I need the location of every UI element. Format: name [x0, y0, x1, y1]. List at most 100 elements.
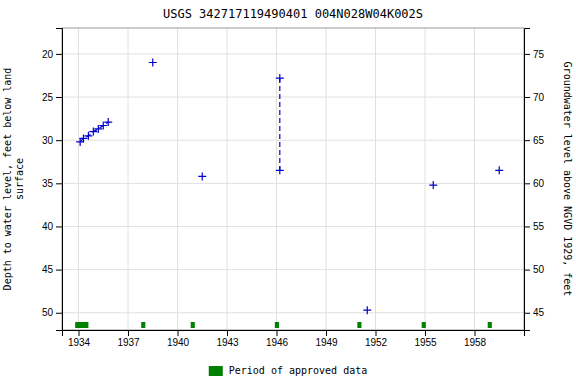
- tick-label: 75: [533, 49, 545, 60]
- grid-line-y: [62, 140, 524, 141]
- point-marker: [429, 181, 437, 189]
- tick: 1946: [266, 330, 289, 348]
- tick: 1949: [315, 330, 338, 348]
- point-marker: [276, 74, 284, 82]
- tick: 50: [524, 264, 545, 275]
- tick-label: 60: [533, 178, 545, 189]
- tick: 1955: [414, 330, 437, 348]
- y2-axis: 45 50 55 60 65 70 75: [524, 29, 545, 331]
- grid: [62, 28, 524, 330]
- tick-label: 1955: [414, 337, 437, 348]
- tick: 1940: [167, 330, 190, 348]
- tick: 45: [42, 264, 62, 275]
- tick: 60: [524, 178, 545, 189]
- grid-line-y: [62, 183, 524, 184]
- tick-label: 65: [533, 135, 545, 146]
- series-line: [80, 122, 108, 142]
- tick: 75: [524, 49, 545, 60]
- tick-label: 1940: [167, 337, 190, 348]
- approved-period-bar: [141, 322, 145, 328]
- grid-line-y: [62, 226, 524, 227]
- grid-line-x: [128, 28, 129, 330]
- tick: 55: [524, 221, 545, 232]
- tick: 1943: [216, 330, 239, 348]
- approved-period-bar: [191, 322, 195, 328]
- chart: 1934 1937 1940 1943 1946 1949 1952 1955 1958 20 25…: [0, 0, 576, 384]
- tick-label: 1937: [117, 337, 140, 348]
- tick-label: 70: [533, 92, 545, 103]
- point-marker: [149, 59, 157, 67]
- tick-label: 1958: [464, 337, 487, 348]
- axis-line: [56, 29, 63, 331]
- tick-mark: [376, 330, 377, 336]
- tick-mark: [56, 313, 62, 314]
- tick-label: 50: [533, 264, 545, 275]
- grid-line-x: [78, 28, 79, 330]
- tick-mark: [56, 226, 62, 227]
- series-line: [279, 78, 280, 170]
- tick-mark: [56, 140, 62, 141]
- tick-mark: [277, 330, 278, 336]
- tick: 70: [524, 92, 545, 103]
- grid-line-y: [62, 269, 524, 270]
- legend: Period of approved data: [209, 365, 367, 376]
- point-marker: [363, 306, 371, 314]
- tick: 65: [524, 135, 545, 146]
- approved-period-bar: [488, 322, 492, 328]
- tick-label: 30: [42, 135, 54, 146]
- x-axis: 1934 1937 1940 1943 1946 1949 1952 1955 1958: [63, 330, 525, 348]
- tick: 20: [42, 49, 62, 60]
- tick: 1934: [68, 330, 91, 348]
- tick-mark: [524, 54, 530, 55]
- grid-line-y: [62, 97, 524, 98]
- tick: 1958: [464, 330, 487, 348]
- y-axis-label-line: surface: [14, 158, 25, 200]
- y-axis: 20253035404550: [42, 29, 63, 331]
- point-marker: [495, 166, 503, 174]
- tick-label: 45: [42, 264, 54, 275]
- grid-line-x: [375, 28, 376, 330]
- approved-period-bar: [275, 322, 279, 328]
- tick-mark: [524, 183, 530, 184]
- tick: 1952: [365, 330, 388, 348]
- title: USGS 342717119490401 004N028W04K002S: [163, 7, 423, 21]
- tick-mark: [56, 97, 62, 98]
- tick-mark: [524, 140, 530, 141]
- tick: 30: [42, 135, 62, 146]
- approved-period-bar: [357, 322, 361, 328]
- tick-mark: [79, 330, 80, 336]
- tick-mark: [326, 330, 327, 336]
- tick: 35: [42, 178, 62, 189]
- grid-line-x: [474, 28, 475, 330]
- grid-line-x: [326, 28, 327, 330]
- tick: 40: [42, 221, 62, 232]
- tick-mark: [56, 183, 62, 184]
- tick-label: 1952: [365, 337, 388, 348]
- tick-mark: [524, 313, 530, 314]
- approved-period-bar: [75, 322, 88, 328]
- series: [75, 322, 492, 328]
- tick-mark: [128, 330, 129, 336]
- tick-label: 1946: [266, 337, 289, 348]
- tick-mark: [425, 330, 426, 336]
- tick-mark: [524, 226, 530, 227]
- tick-label: 55: [533, 221, 545, 232]
- tick-label: 45: [533, 307, 545, 318]
- y2-axis-label: Groundwater level above NGVD 1929, feet: [562, 62, 573, 297]
- point-marker: [104, 118, 112, 126]
- approved-period-bar: [422, 322, 426, 328]
- tick-label: 1949: [315, 337, 338, 348]
- axis-line: [525, 29, 531, 331]
- tick-mark: [178, 330, 179, 336]
- grid-line-x: [276, 28, 277, 330]
- tick-mark: [475, 330, 476, 336]
- tick-mark: [524, 97, 530, 98]
- grid-line-y: [62, 53, 524, 54]
- tick: 45: [524, 307, 545, 318]
- point-marker: [198, 172, 206, 180]
- tick-label: 25: [42, 92, 54, 103]
- tick-label: 20: [42, 49, 54, 60]
- series: [149, 59, 504, 315]
- point-marker: [99, 122, 107, 130]
- y-axis-label-line: Depth to water level, feet below land: [2, 68, 13, 291]
